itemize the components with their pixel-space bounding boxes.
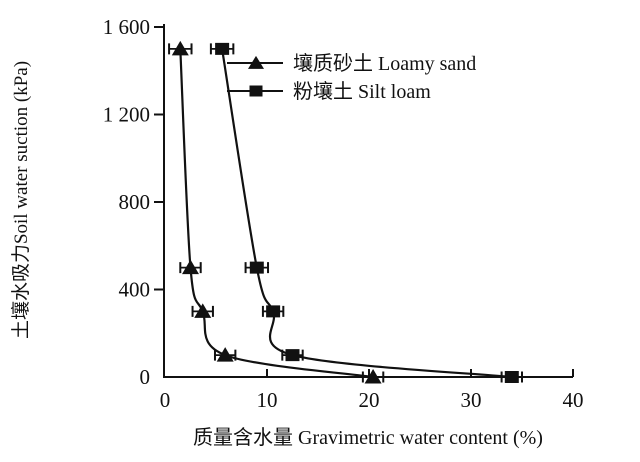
x-tick-label: 20 bbox=[359, 388, 380, 412]
y-tick-label: 1 600 bbox=[103, 15, 150, 39]
silt-loam-point bbox=[249, 261, 264, 274]
x-tick-label: 40 bbox=[563, 388, 584, 412]
silt-loam-point bbox=[266, 305, 281, 318]
silt-loam-series bbox=[209, 42, 523, 383]
loamy-sand-point bbox=[364, 369, 382, 384]
silt-loam-point bbox=[285, 349, 300, 362]
y-tick-label: 1 200 bbox=[103, 103, 150, 127]
loamy-sand-series bbox=[168, 40, 385, 384]
x-tick-label: 0 bbox=[160, 388, 171, 412]
y-axis-title: 土壤水吸力Soil water suction (kPa) bbox=[10, 61, 32, 339]
y-tick-label: 400 bbox=[119, 278, 151, 302]
x-axis-title: 质量含水量 Gravimetric water content (%) bbox=[193, 426, 543, 449]
data-series bbox=[168, 40, 523, 384]
silt-loam-point bbox=[504, 371, 519, 383]
x-tick-label: 30 bbox=[461, 388, 482, 412]
legend-entry-silt-loam: 粉壤土 Silt loam bbox=[227, 80, 431, 103]
legend-label-loamy-sand: 壤质砂土 Loamy sand bbox=[293, 52, 476, 75]
axes bbox=[154, 24, 574, 378]
legend-square-marker bbox=[249, 85, 263, 97]
legend: 壤质砂土 Loamy sand 粉壤土 Silt loam bbox=[227, 52, 476, 103]
y-tick-label: 0 bbox=[140, 365, 151, 389]
loamy-sand-point bbox=[194, 303, 212, 318]
x-tick-label: 10 bbox=[257, 388, 278, 412]
legend-entry-loamy-sand: 壤质砂土 Loamy sand bbox=[227, 52, 476, 75]
loamy-sand-point bbox=[216, 347, 234, 362]
y-tick-label: 800 bbox=[119, 190, 151, 214]
legend-triangle-marker bbox=[248, 55, 264, 69]
legend-label-silt-loam: 粉壤土 Silt loam bbox=[293, 80, 431, 103]
loamy-sand-point bbox=[182, 259, 199, 275]
loamy-sand-point bbox=[171, 40, 189, 56]
silt-loam-point bbox=[215, 42, 230, 55]
